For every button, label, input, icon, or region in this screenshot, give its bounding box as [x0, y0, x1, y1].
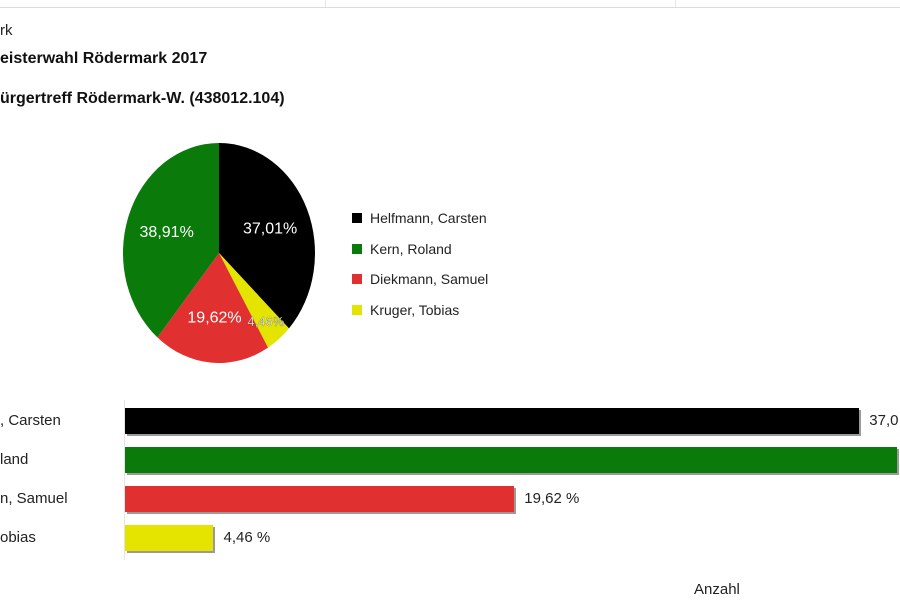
district-title: ürgertreff Rödermark-W. (438012.104)	[0, 90, 285, 107]
legend-swatch	[352, 213, 362, 224]
legend-swatch	[352, 274, 362, 285]
legend-item: Helfmann, Carsten	[352, 203, 488, 234]
breadcrumb: rk	[0, 22, 13, 39]
bar-category-label: obias	[0, 529, 36, 546]
bar-category-label: n, Samuel	[0, 490, 68, 507]
legend-swatch	[352, 304, 362, 315]
bar-category-label: , Carsten	[0, 412, 61, 429]
bar-data-label: 37,0	[869, 412, 899, 429]
bar-data-label: 4,46 %	[223, 529, 271, 546]
bar-category-label: land	[0, 451, 29, 468]
legend-item: Kern, Roland	[352, 234, 488, 265]
pie-slice-0	[219, 143, 315, 329]
top-divider	[0, 0, 900, 8]
bar-3	[125, 525, 214, 551]
legend-label: Kruger, Tobias	[370, 301, 460, 318]
pie-data-label-3: 4,46%	[247, 314, 284, 329]
bar-1	[125, 447, 897, 473]
legend-item: Diekmann, Samuel	[352, 264, 488, 295]
bar-x-axis-label: Anzahl	[694, 581, 740, 598]
page-title: eisterwahl Rödermark 2017	[0, 50, 208, 67]
bar-data-label: 19,62 %	[524, 490, 580, 507]
bar-0	[125, 408, 860, 434]
pie-slice-3	[219, 253, 289, 348]
bar-2	[125, 486, 515, 512]
legend-item: Kruger, Tobias	[352, 295, 488, 326]
bar-y-axis-line	[124, 400, 125, 560]
pie-data-label-1: 38,91%	[140, 224, 194, 241]
pie-data-label-0: 37,01%	[243, 221, 297, 238]
pie-data-label-2: 19,62%	[187, 310, 241, 327]
legend-swatch	[352, 243, 362, 254]
pie-slice-2	[157, 253, 269, 364]
legend-label: Diekmann, Samuel	[370, 271, 489, 288]
pie-legend: Helfmann, Carsten Kern, Roland Diekmann, S…	[352, 203, 488, 325]
pie-slice-1	[123, 143, 219, 338]
legend-label: Kern, Roland	[370, 240, 452, 257]
legend-label: Helfmann, Carsten	[370, 210, 487, 227]
